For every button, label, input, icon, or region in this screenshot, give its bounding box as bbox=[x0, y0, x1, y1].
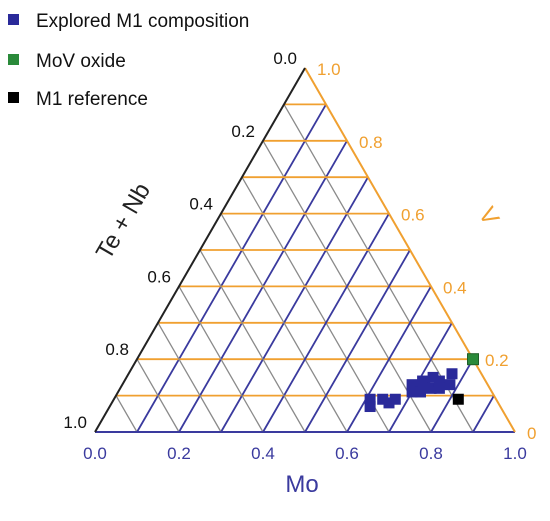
grid-line-mo-1 bbox=[136, 103, 327, 433]
axis-title-mo: Mo bbox=[285, 471, 318, 498]
tick-mo-4: 0.8 bbox=[419, 444, 443, 463]
point-explored-m1-composition-14 bbox=[446, 368, 458, 380]
tick-tenb-0: 0.0 bbox=[273, 49, 297, 68]
grid-line-tenb-5 bbox=[199, 249, 306, 433]
legend-marker-explored bbox=[8, 14, 19, 25]
point-explored-m1-composition-4 bbox=[389, 393, 401, 405]
point-m1-reference-0 bbox=[452, 393, 464, 405]
tick-v-3: 0.4 bbox=[443, 278, 467, 297]
point-explored-m1-composition-6 bbox=[406, 386, 418, 398]
point-explored-m1-composition-12 bbox=[433, 375, 445, 387]
axis-title-te-nb: Te + Nb bbox=[91, 178, 156, 264]
edge-right bbox=[304, 67, 516, 433]
grid-line-tenb-7 bbox=[157, 322, 222, 433]
tick-mo-3: 0.6 bbox=[335, 444, 359, 463]
grid-line-tenb-3 bbox=[241, 176, 390, 433]
grid-line-mo-8 bbox=[430, 358, 474, 433]
tick-v-4: 0.2 bbox=[485, 351, 509, 370]
point-explored-m1-composition-15 bbox=[444, 379, 456, 391]
point-explored-m1-composition-8 bbox=[415, 386, 426, 398]
point-explored-m1-composition-3 bbox=[383, 397, 395, 409]
grid-line-mo-6 bbox=[346, 285, 432, 433]
point-explored-m1-composition-0 bbox=[364, 393, 376, 405]
legend-marker-mov-oxide bbox=[8, 54, 19, 65]
legend-label-mov-oxide: MoV oxide bbox=[36, 51, 126, 72]
legend-label-m1-reference: M1 reference bbox=[36, 89, 148, 110]
point-explored-m1-composition-5 bbox=[406, 379, 418, 391]
axis-title-v: V bbox=[473, 203, 504, 230]
point-explored-m1-composition-9 bbox=[419, 379, 431, 391]
tick-tenb-2: 0.4 bbox=[189, 195, 213, 214]
tick-tenb-4: 0.8 bbox=[105, 340, 129, 359]
triangle-frame bbox=[94, 67, 516, 433]
tick-mo-2: 0.4 bbox=[251, 444, 275, 463]
tick-labels: 0.0 0.2 0.4 0.6 0.8 1.00.00.20.40.60.81.01.00… bbox=[63, 49, 536, 463]
point-explored-m1-composition-13 bbox=[433, 382, 445, 394]
grid-line-mo-5 bbox=[304, 249, 411, 433]
grid-line-mo-3 bbox=[220, 176, 369, 433]
edge-left bbox=[94, 67, 306, 433]
tick-v-0: 1.0 bbox=[317, 60, 341, 79]
point-explored-m1-composition-1 bbox=[364, 401, 376, 413]
grid-line-mo-9 bbox=[472, 395, 495, 433]
grid-line-tenb-6 bbox=[178, 286, 264, 433]
ternary-grid bbox=[115, 103, 495, 433]
point-mov-oxide-0 bbox=[467, 353, 479, 366]
tick-v-1: 0.8 bbox=[359, 133, 383, 152]
point-explored-m1-composition-11 bbox=[425, 382, 437, 394]
tick-tenb-5: 1.0 bbox=[63, 413, 87, 432]
tick-tenb-3: 0.6 bbox=[147, 267, 171, 286]
legend-label-explored: Explored M1 composition bbox=[36, 11, 249, 32]
tick-mo-0: 0.0 bbox=[83, 444, 107, 463]
data-points bbox=[364, 353, 479, 413]
tick-v-2: 0.6 bbox=[401, 206, 425, 225]
legend-marker-m1-reference bbox=[8, 92, 19, 103]
grid-line-tenb-8 bbox=[136, 358, 180, 433]
tick-tenb-1: 0.2 bbox=[231, 122, 255, 141]
point-explored-m1-composition-2 bbox=[377, 393, 389, 405]
tick-v-5: 0 bbox=[527, 424, 536, 443]
tick-mo-1: 0.2 bbox=[167, 444, 191, 463]
point-explored-m1-composition-10 bbox=[427, 371, 439, 383]
grid-line-tenb-9 bbox=[115, 395, 138, 433]
tick-mo-5: 1.0 bbox=[503, 444, 527, 463]
legend: Explored M1 composition MoV oxide M1 ref… bbox=[8, 11, 249, 110]
